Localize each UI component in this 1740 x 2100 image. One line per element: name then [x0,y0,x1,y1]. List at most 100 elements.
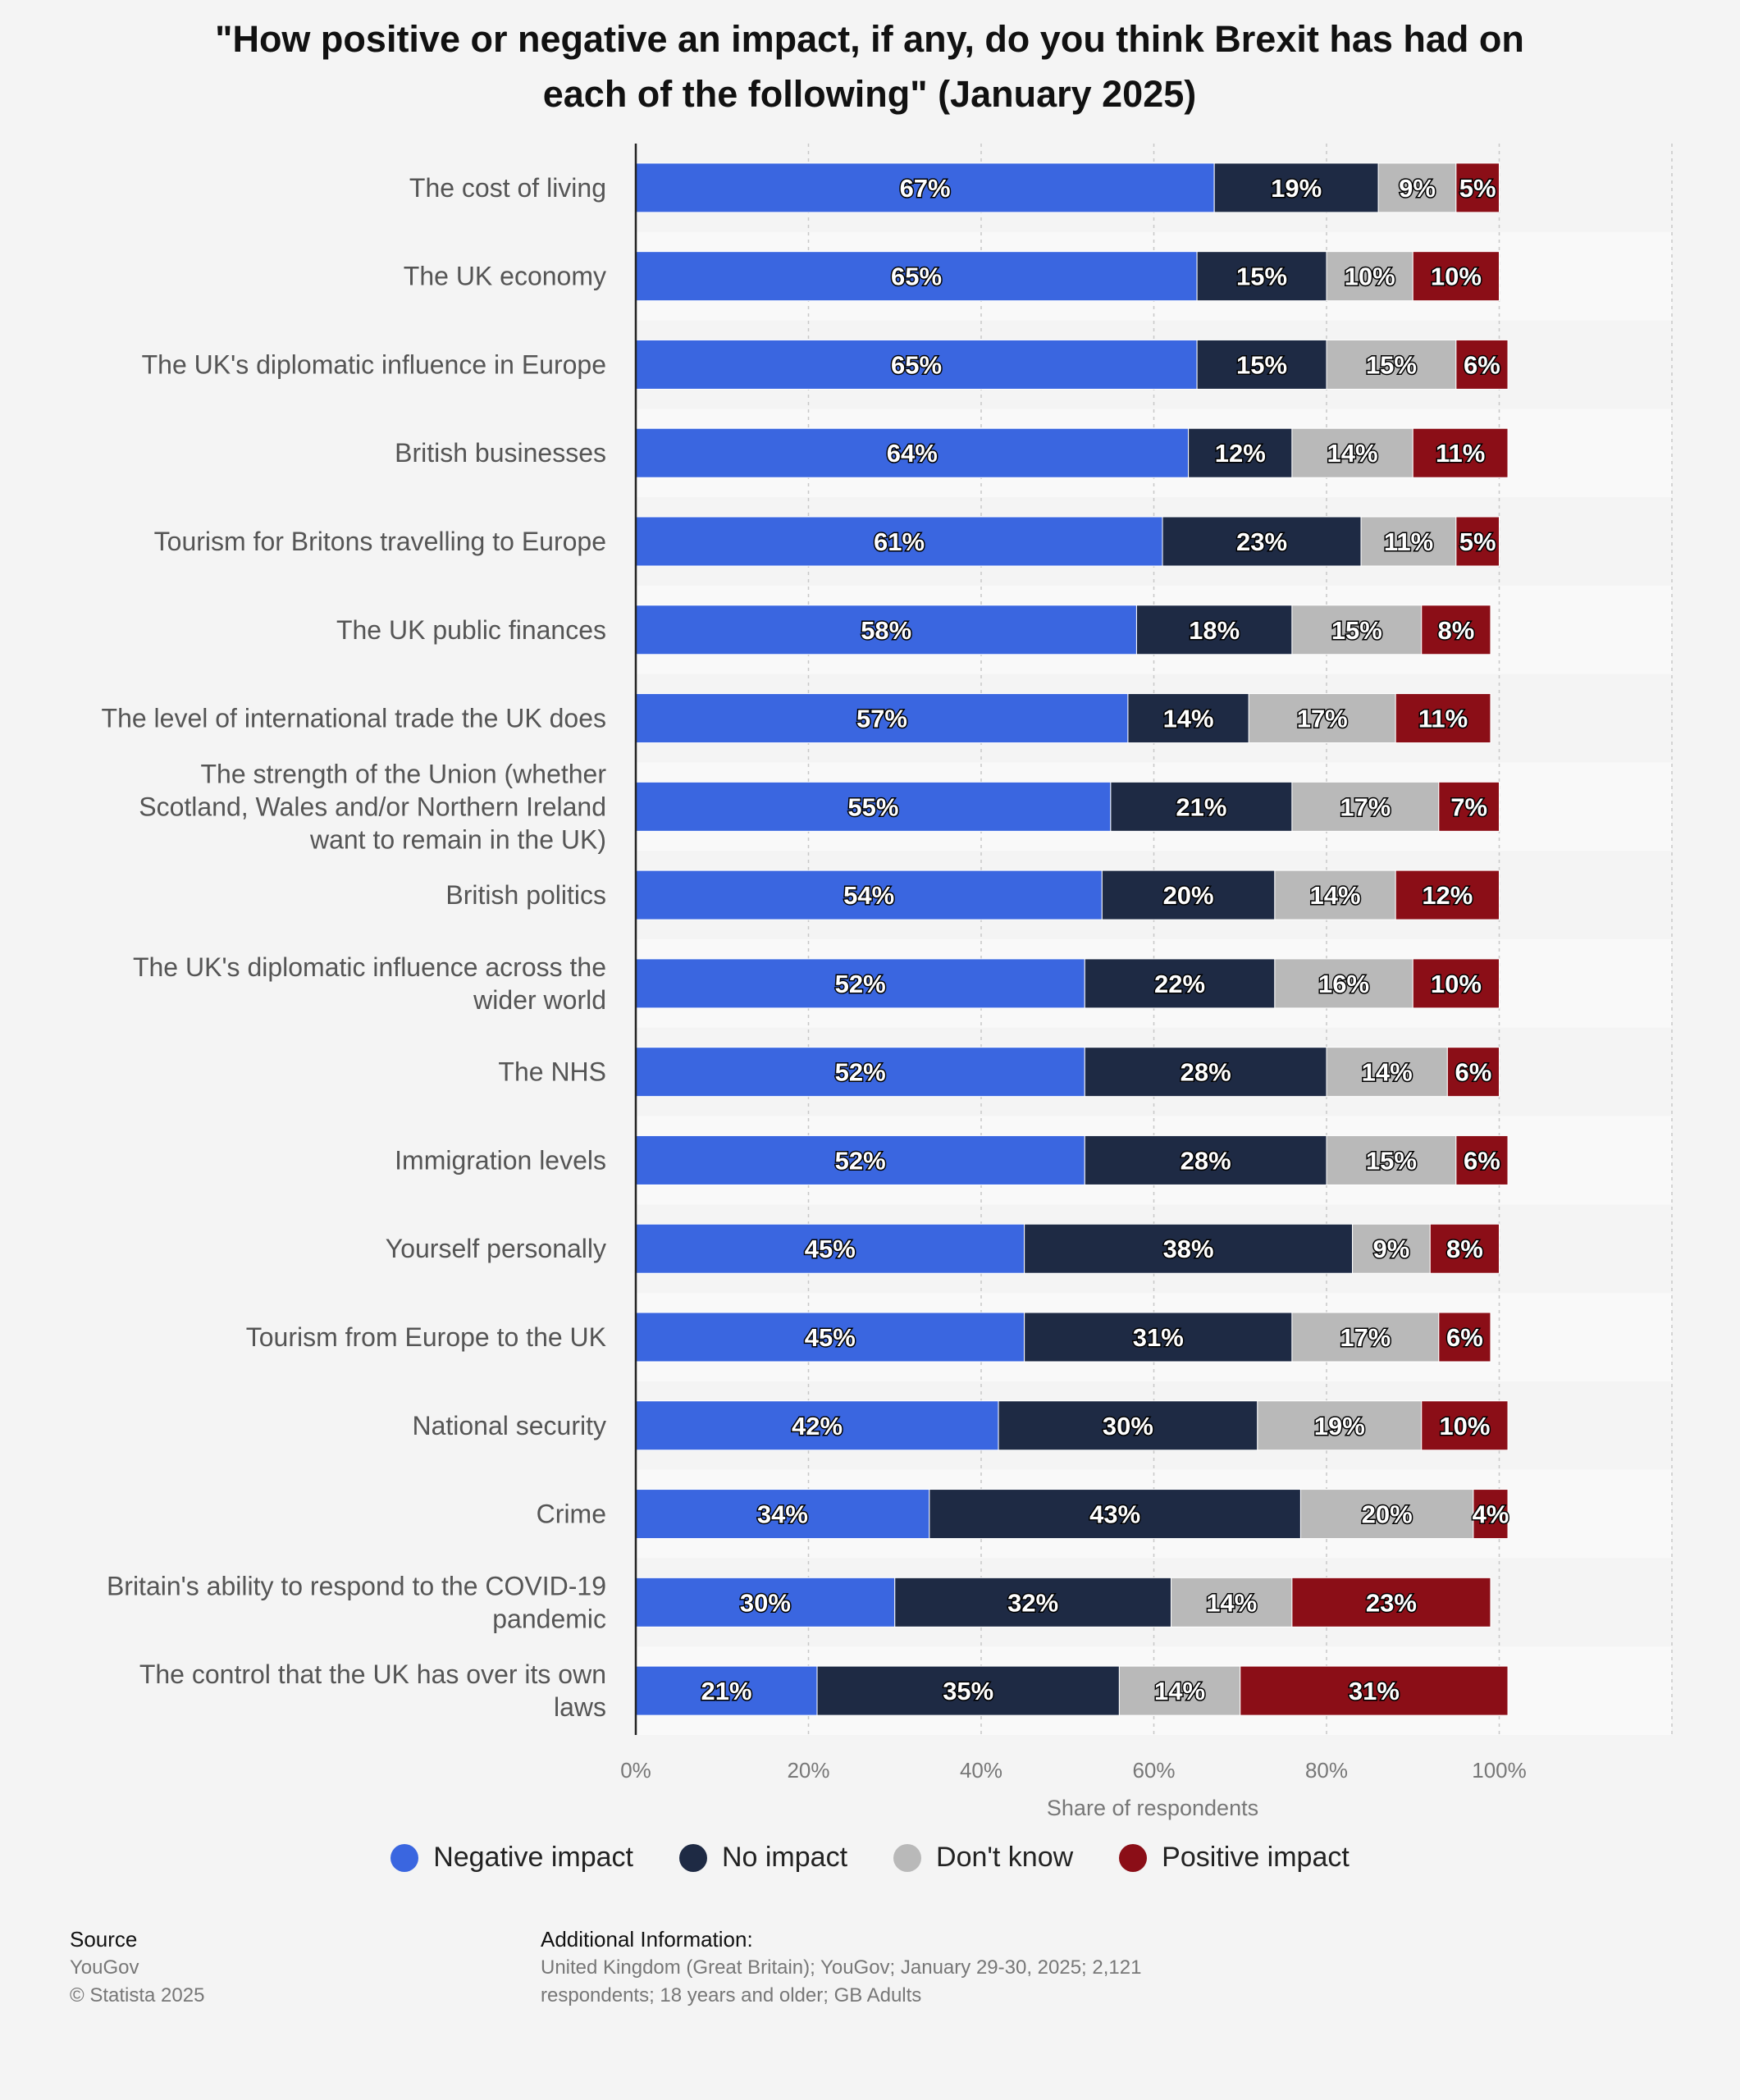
category-label: British businesses [395,438,606,468]
x-axis-ticks: 0% 20% 40% 60% 80% 100% [620,1758,1527,1783]
legend-swatch [678,1843,707,1872]
data-label: 23% [1366,1588,1417,1617]
category-label: Britain's ability to respond to the COVI… [107,1571,606,1633]
category-label: The level of international trade the UK … [102,704,606,733]
data-label: 5% [1459,174,1496,203]
data-label: 6% [1464,1146,1500,1175]
x-tick-label: 40% [960,1758,1002,1783]
bar-segment [1421,605,1491,655]
bar-segment [1274,958,1413,1009]
category-label: Tourism for Britons travelling to Europe [154,527,606,556]
data-label: 7% [1450,792,1487,821]
category-label: Tourism from Europe to the UK [246,1322,606,1352]
bar-segment [1360,516,1457,567]
data-label: 11% [1418,705,1468,733]
data-label: 19% [1271,174,1322,203]
bar-segment [1412,251,1500,302]
data-label: 6% [1464,350,1500,379]
category-label: The UK's diplomatic influence across the… [133,952,606,1015]
category-label: The control that the UK has over its own… [139,1659,606,1722]
data-label: 16% [1318,970,1369,998]
category-label: The strength of the Union (whether Scotla… [139,759,606,854]
data-label: 42% [792,1412,843,1440]
bar-segment [1395,693,1491,744]
bar-segment [635,1400,999,1451]
bar-segment [1455,1134,1509,1185]
footer-source: Source YouGov © Statista 2025 [70,1924,204,2010]
bar-segment [1248,693,1396,744]
category-label: British politics [445,880,606,910]
data-label: 57% [856,705,907,733]
bar-segment [1438,781,1500,832]
data-label: 15% [1366,1146,1417,1175]
x-tick-label: 20% [787,1758,829,1783]
bar-segment [1110,781,1293,832]
legend-swatch [390,1843,419,1872]
data-label: 52% [835,970,886,998]
category-label: The cost of living [409,173,606,203]
category-label: The UK public finances [336,615,606,645]
legend-swatch [1119,1843,1148,1872]
bar-segment [1291,427,1413,478]
bar-segment [1352,1223,1431,1274]
bar-segment [816,1665,1120,1716]
bar-segment [1240,1665,1509,1716]
legend-label: Negative impact [433,1842,633,1873]
bar-segment [1162,516,1362,567]
bar-segment [1291,1312,1440,1363]
data-label: 14% [1163,705,1214,733]
bar-segment [1171,1577,1293,1628]
bar-segment [1101,870,1276,920]
legend-label: No impact [721,1842,848,1873]
data-label: 10% [1431,970,1482,998]
legend-item[interactable]: No impact [678,1842,848,1874]
legend-label: Positive impact [1162,1842,1350,1873]
bar-segment [1438,1312,1491,1363]
data-label: 15% [1366,350,1417,379]
bars: 67% 19% 9% 5% 65% 15% 10% 10% 65% 15% 15% 6% 64% 12% 1… [635,162,1510,1716]
data-label: 65% [891,262,942,291]
data-label: 30% [740,1588,791,1617]
data-label: 11% [1436,439,1485,468]
data-label: 54% [843,881,894,910]
data-label: 23% [1236,527,1287,556]
data-label: 4% [1473,1500,1509,1529]
category-label: Crime [537,1500,606,1529]
data-label: 52% [835,1058,886,1087]
bar-segment [1395,870,1500,920]
x-tick-label: 0% [620,1758,651,1783]
bar-segment [635,1223,1025,1274]
category-label: The UK economy [404,262,606,291]
bar-segment [1196,339,1327,390]
data-label: 10% [1345,262,1395,291]
bar-segment [1412,427,1509,478]
category-label: Immigration levels [395,1145,606,1175]
bar-segment [1084,958,1276,1009]
bar-segment [1291,1577,1491,1628]
data-label: 28% [1181,1058,1231,1087]
data-label: 34% [757,1500,808,1529]
data-label: 43% [1089,1500,1140,1529]
data-label: 9% [1399,174,1436,203]
data-label: 14% [1154,1677,1205,1705]
legend-item[interactable]: Don't know [893,1842,1073,1874]
category-label: National security [412,1411,606,1440]
legend-item[interactable]: Negative impact [390,1842,633,1874]
bar-segment [1196,251,1327,302]
bar-segment [1291,605,1423,655]
legend-item[interactable]: Positive impact [1119,1842,1350,1874]
data-label: 61% [874,527,925,556]
data-label: 10% [1439,1412,1490,1440]
data-label: 8% [1437,616,1474,645]
bar-segment [1455,339,1509,390]
chart-title: "How positive or negative an impact, if … [215,18,1524,115]
bar-segment [1455,162,1500,213]
x-axis-title: Share of respondents [1047,1796,1258,1820]
bar-segment [1024,1223,1354,1274]
data-label: 65% [891,350,942,379]
data-label: 67% [900,174,951,203]
data-label: 18% [1189,616,1240,645]
bar-segment [1257,1400,1423,1451]
data-label: 17% [1340,1323,1391,1352]
bar-segment [1429,1223,1500,1274]
